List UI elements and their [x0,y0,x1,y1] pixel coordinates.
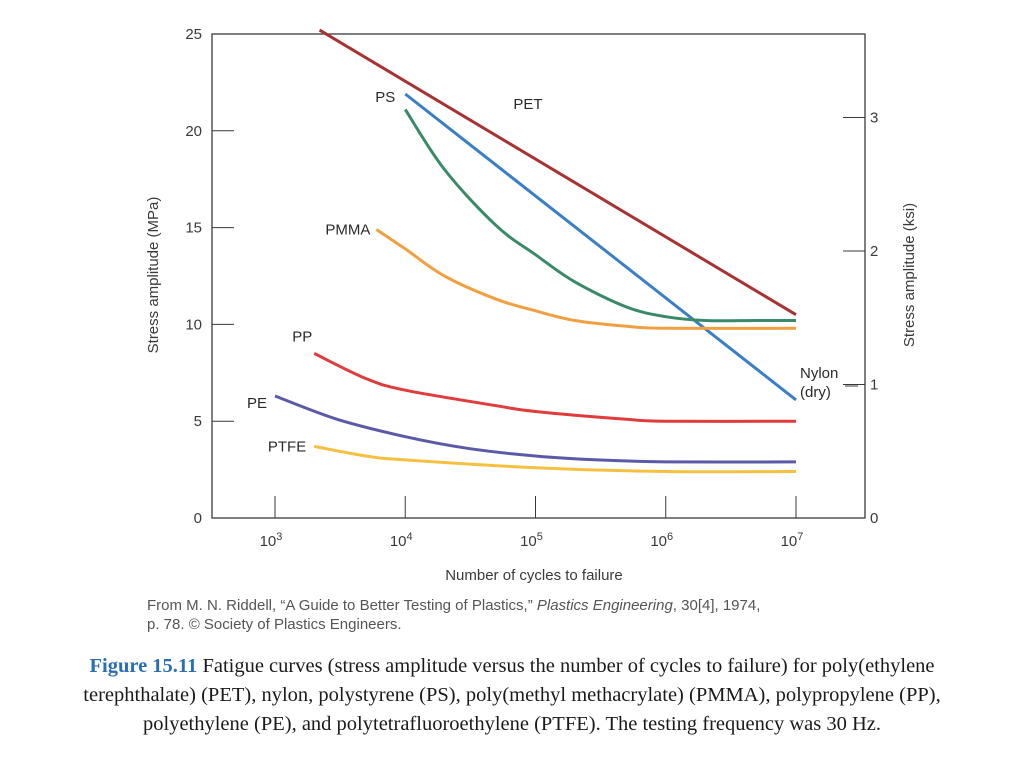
series-label-nylon-dry: Nylon (dry) [800,365,838,401]
figure-caption: Figure 15.11 Fatigue curves (stress ampl… [60,652,964,739]
axis-labels: 0 5 10 15 20 25 0 1 2 3 103 104 105 106 107 Number of c… [145,26,918,584]
series-line-ps [404,92,797,402]
y2-tick-label: 2 [870,243,878,260]
caption-text: Fatigue curves (stress amplitude versus … [83,655,941,735]
y2-tick-label: 3 [870,110,878,127]
y2-tick-label: 1 [870,377,878,394]
x-tick-label: 106 [650,531,673,550]
x-tick-label: 104 [390,531,413,550]
series-line-pet [318,28,797,316]
series-lines [274,28,797,474]
series-label-pet: PET [513,96,542,113]
series-line-pe [274,394,797,464]
y-tick-label: 10 [185,316,202,333]
figure-label: Figure 15.11 [89,655,198,677]
series-label-pp: PP [292,328,312,345]
y2-axis-title: Stress amplitude (ksi) [901,203,918,347]
series-line-ptfe [313,444,797,474]
plot-frame [211,33,866,519]
series-line-pmma [375,228,797,330]
series-label-pe: PE [247,395,267,412]
source-citation: From M. N. Riddell, “A Guide to Better T… [147,596,947,634]
series-label-ptfe: PTFE [268,438,306,455]
series-line-pp [313,352,797,423]
source-prefix: From M. N. Riddell, “A Guide to Better T… [147,597,537,614]
series-line-nylon-dry [404,108,796,323]
y2-tick-label: 0 [870,510,878,527]
series-label-ps: PS [375,89,395,106]
fatigue-chart: PET PS Nylon (dry) PMMA PP PE PTFE 0 5 10 15 20 25 0 1… [145,26,918,584]
x-tick-label: 105 [520,531,543,550]
source-line-2: p. 78. © Society of Plastics Engineers. [147,616,402,633]
x-tick-label: 107 [781,531,804,550]
x-tick-label: 103 [260,531,283,550]
series-label-pmma: PMMA [325,222,370,239]
source-line-1: From M. N. Riddell, “A Guide to Better T… [147,596,947,615]
y-tick-label: 20 [185,123,202,140]
x-axis-title: Number of cycles to failure [445,567,623,584]
y-tick-label: 5 [194,413,202,430]
y-tick-label: 25 [185,26,202,43]
series-labels: PET PS Nylon (dry) PMMA PP PE PTFE [247,89,858,455]
source-suffix: , 30[4], 1974, [672,597,761,614]
y-tick-label: 0 [194,510,202,527]
source-journal: Plastics Engineering [536,597,673,614]
y-axis-title: Stress amplitude (MPa) [145,197,162,354]
y-tick-label: 15 [185,220,202,237]
